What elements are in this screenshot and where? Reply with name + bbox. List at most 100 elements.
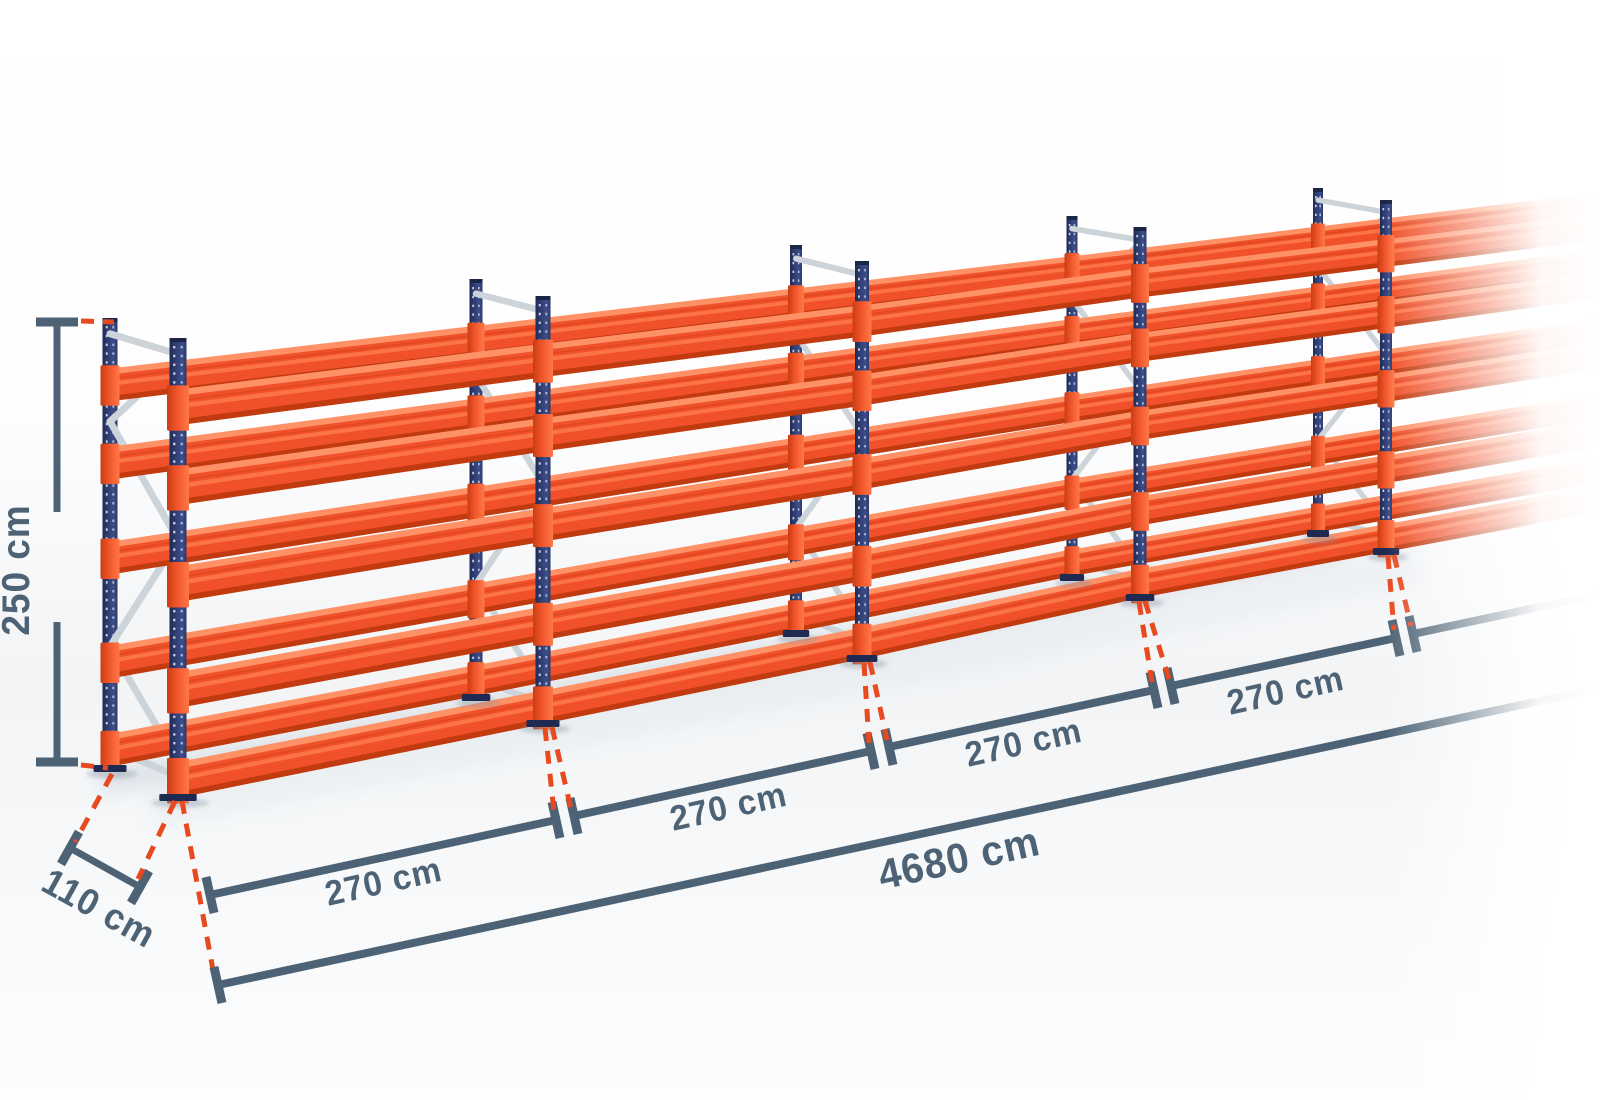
back-beam-l4-s3-shade <box>795 500 1073 556</box>
beam-connector-l4-f3 <box>852 545 872 587</box>
back-beam-l4-s4-groove <box>1071 446 1319 489</box>
front-beam-l2-bay1-highlight <box>177 417 544 476</box>
beam-connector-l3-f1 <box>167 562 189 608</box>
front-beam-l4-bay2-shade <box>542 575 863 641</box>
base-plate-back-2 <box>461 694 491 701</box>
total-length-start-tick <box>209 966 227 1004</box>
front-beam-l2-bay1-midlight <box>177 431 544 489</box>
back-beam-l2-s3-highlight <box>795 319 1073 362</box>
front-beam-l4-bay1-groove <box>177 616 544 685</box>
front-beam-l5-bay2-midlight <box>542 640 863 709</box>
front-beam-l4-bay1-midlight <box>177 620 544 692</box>
back-beam-l1-s3-midlight <box>795 266 1073 304</box>
base-plate-front-3 <box>846 655 878 662</box>
back-beam-connector-l5-f3 <box>788 600 804 637</box>
back-beam-l4-s2-highlight <box>475 527 797 589</box>
back-beam-l3-s4-shade <box>1071 380 1319 422</box>
height-dimension-leaders <box>80 318 115 771</box>
front-beam-l4-bay4-midlight <box>1139 466 1387 512</box>
back-beam-l3-s3-shade <box>795 417 1073 467</box>
beam-connector-l2-f1 <box>167 465 189 511</box>
upright-back-post-2-cap <box>469 279 483 283</box>
front-beam-l1-bay1-groove <box>177 353 544 402</box>
front-beam-l4-bay1-shade <box>177 634 544 708</box>
leader-frame-1 <box>179 800 216 971</box>
frame-brace-1-top <box>106 330 182 358</box>
bay-1-line <box>209 816 557 899</box>
back-beam-l4-s3-highlight <box>795 478 1073 533</box>
front-beam-l5-bay4-groove <box>1139 531 1387 579</box>
front-beam-l5-bay4-midlight <box>1139 535 1387 585</box>
beam-connector-l1-f2 <box>533 339 553 383</box>
back-beam-l1-s2-midlight <box>475 299 797 343</box>
upright-front-post-1-cap <box>169 338 187 342</box>
depth-dimension-line <box>68 844 142 891</box>
back-beam-l5-s3-midlight <box>795 560 1073 619</box>
back-beam-l4-s3-midlight <box>795 489 1073 543</box>
back-beam-l3-s4-highlight <box>1071 359 1319 401</box>
front-beam-l1-bay1-highlight <box>177 343 544 396</box>
back-beam-l1-s2-groove <box>475 296 797 337</box>
back-beam-l4-s4-midlight <box>1071 449 1319 493</box>
back-beam-connector-l3-f2 <box>467 483 485 522</box>
bay-2-line <box>573 747 872 820</box>
base-plate-front-1 <box>159 794 197 801</box>
fade-overlay <box>1385 0 1600 1100</box>
back-beam-l1-s4-midlight <box>1071 236 1319 271</box>
depth-leader-left <box>72 772 115 844</box>
back-beam-connector-l5-f2 <box>467 662 485 701</box>
front-beam-l3-bay1-highlight <box>177 508 544 573</box>
leader-frame-2b <box>549 726 574 810</box>
back-beam-connector-l3-f1 <box>100 538 120 580</box>
base-plate-back-4 <box>1059 574 1085 581</box>
frame-brace-3-top <box>792 255 866 278</box>
rack-floor-shadow-wide <box>145 539 1425 828</box>
back-beam-l1-s3-highlight <box>795 256 1073 294</box>
front-beam-l1-bay3-highlight <box>861 268 1141 312</box>
front-beam-l4-bay3-groove <box>861 504 1141 561</box>
back-beam-connector-l2-f5 <box>1311 283 1325 317</box>
height-dimension-label: 250 cm <box>0 504 38 635</box>
back-beam-l2-s3-midlight <box>795 329 1073 372</box>
beam-connector-l5-f3 <box>852 623 872 665</box>
back-beam-connector-l1-f3 <box>788 285 804 322</box>
height-leader-top <box>80 318 115 325</box>
beam-connector-l5-f1 <box>167 758 189 804</box>
front-beam-l3-bay3-highlight <box>861 410 1141 465</box>
front-beam-l5-bay2-shade <box>542 653 863 724</box>
front-beam-l1-bay1-midlight <box>177 357 544 409</box>
front-beam-l2-bay3-highlight <box>861 332 1141 381</box>
front-beam-l3-bay3-shade <box>861 434 1141 490</box>
front-beam-l5-bay3-highlight <box>861 568 1141 634</box>
front-beam-l3-bay1-shade <box>177 535 544 602</box>
base-plate-back-3 <box>782 630 810 637</box>
back-beam-l3-s3-midlight <box>795 405 1073 453</box>
back-beam-l5-s4-highlight <box>1071 506 1319 555</box>
front-beam-l3-bay2-groove <box>542 467 863 520</box>
upright-front-post-4-cap <box>1133 227 1147 231</box>
back-beam-l3-s2-shade <box>475 461 797 518</box>
back-beam-l3-s3-groove <box>795 402 1073 448</box>
front-beam-l1-bay2-highlight <box>542 305 863 350</box>
back-beam-l5-s4-groove <box>1071 513 1319 559</box>
back-beam-l2-s4-groove <box>1071 293 1319 329</box>
front-beam-l3-bay2-shade <box>542 484 863 542</box>
beam-connector-l2-f2 <box>533 413 553 458</box>
front-beam-l2-bay2-shade <box>542 400 863 452</box>
back-beam-connector-l2-f3 <box>788 352 804 389</box>
back-beam-connector-l2-f1 <box>100 443 120 485</box>
back-beam-l5-s3-groove <box>795 556 1073 614</box>
front-beam-l2-bay1-groove <box>177 427 544 482</box>
beam-connector-l1-f3 <box>852 301 872 343</box>
back-beam-l2-s3-groove <box>795 326 1073 366</box>
front-beam-l4-bay4-highlight <box>1139 455 1387 502</box>
front-beam-l5-bay2-groove <box>542 636 863 702</box>
front-beam-l1-bay4-highlight <box>1139 239 1387 274</box>
tick-frame-1 <box>201 876 219 914</box>
front-beam-l1-bay1-shade <box>177 371 544 426</box>
front-beam-l4-bay4-shade <box>1139 478 1387 526</box>
upright-back-post-4-cap <box>1066 216 1078 220</box>
back-beam-l1-s4-groove <box>1071 233 1319 266</box>
